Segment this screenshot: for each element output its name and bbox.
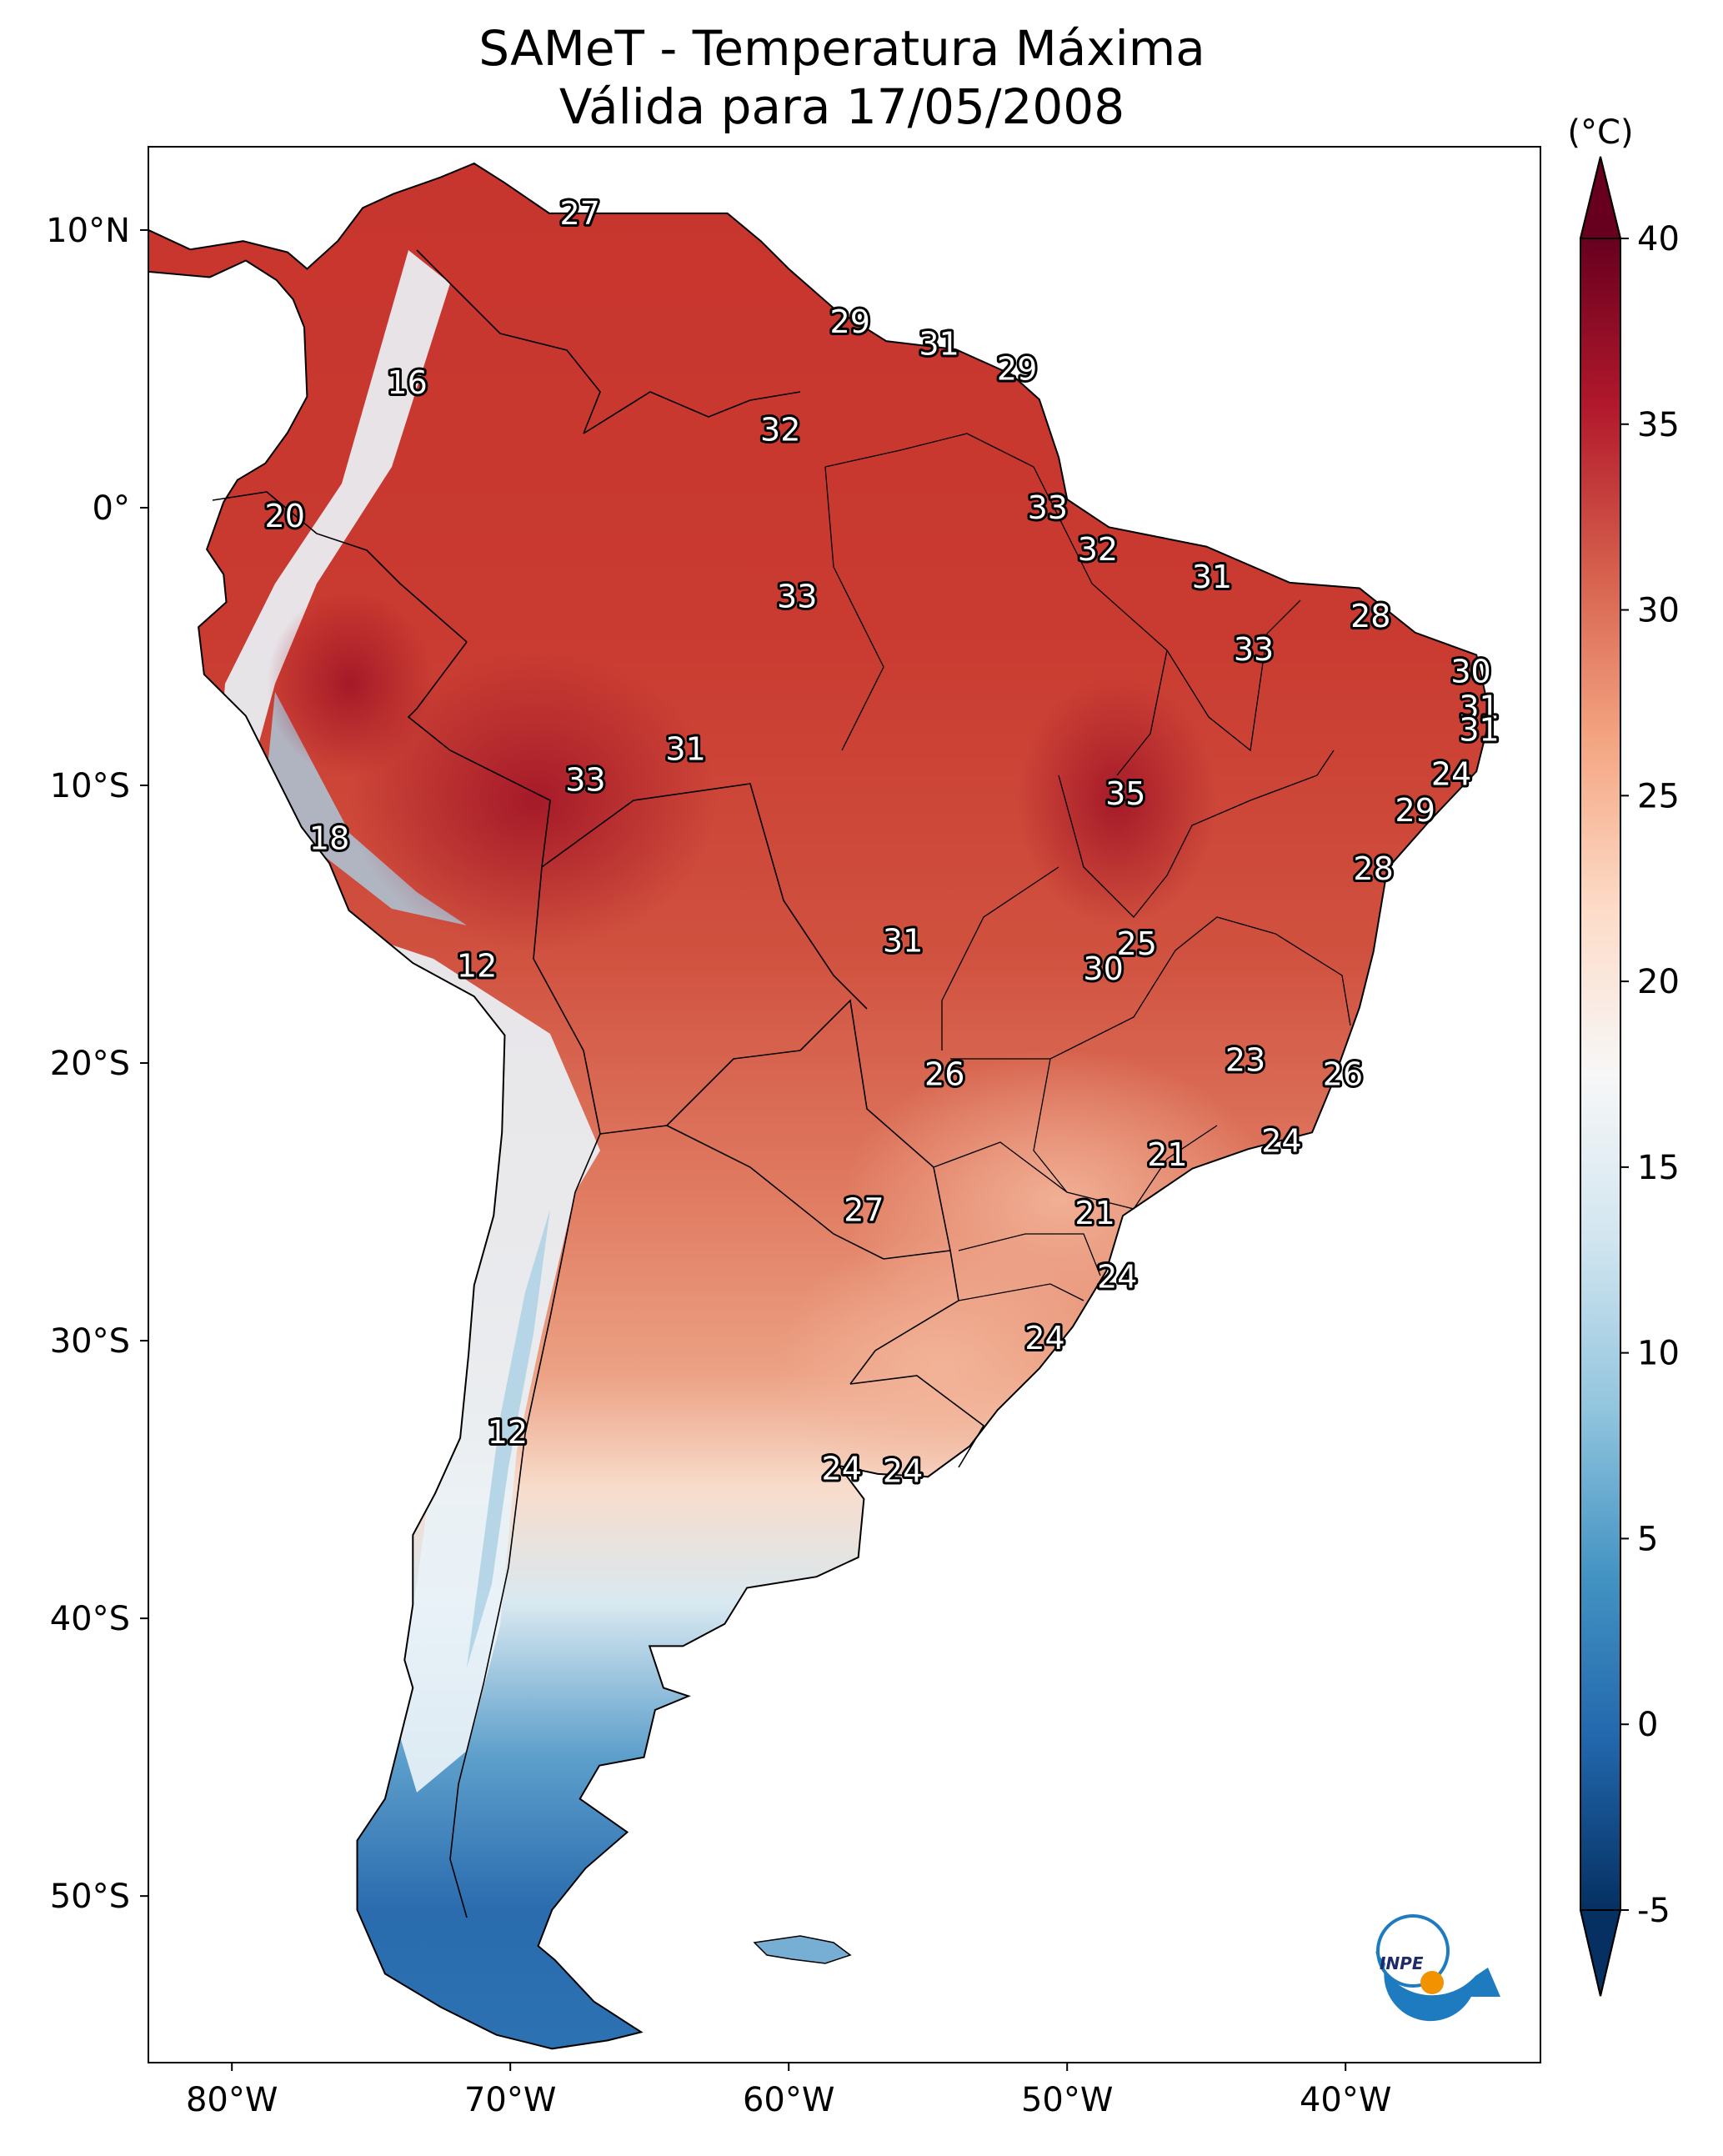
temperature-label: 26 — [1323, 1055, 1363, 1092]
border-venezuela-brazil — [583, 391, 801, 434]
western-amazon-hotspot — [267, 592, 433, 775]
lat-tick-label: 10°N — [46, 212, 130, 250]
colorbar-max-extend — [1579, 156, 1622, 239]
colorbar-body — [1580, 238, 1620, 1910]
temperature-label: 24 — [883, 1453, 923, 1490]
inpe-logo-text: INPE — [1380, 1953, 1424, 1973]
temperature-label: 30 — [1083, 950, 1123, 987]
temperature-label: 24 — [1261, 1122, 1301, 1159]
temperature-label: 21 — [1147, 1136, 1187, 1173]
colorbar-tick-label: 15 — [1637, 1149, 1680, 1187]
border-bolivia-chile — [533, 866, 601, 1135]
longitude-ticks: 80°W 70°W 60°W 50°W 40°W — [186, 2063, 1391, 2119]
temperature-label: 28 — [1353, 850, 1393, 887]
temperature-label: 33 — [777, 579, 817, 615]
inpe-logo-dot — [1420, 1971, 1444, 1994]
lat-tick-label: 30°S — [50, 1322, 130, 1361]
temperature-label: 26 — [924, 1055, 964, 1092]
map-frame — [148, 146, 1541, 2063]
colorbar-tick-label: 5 — [1637, 1520, 1658, 1558]
temperature-label: 33 — [1028, 489, 1068, 526]
lon-tick-label: 50°W — [1021, 2081, 1113, 2119]
falkland-islands — [753, 1935, 852, 1964]
border-paraguay-brazil — [799, 999, 951, 1251]
temperature-label: 25 — [1117, 925, 1157, 962]
temperature-label: 20 — [265, 498, 305, 534]
border-brazil-bolivia — [541, 783, 868, 1010]
temperature-label: 32 — [1078, 531, 1118, 568]
border-colombia-venezuela — [416, 249, 601, 434]
coastline — [148, 162, 1491, 2050]
political-borders — [212, 249, 1351, 1918]
temperature-label: 27 — [844, 1192, 884, 1229]
temperature-label: 21 — [1074, 1195, 1114, 1231]
colorbar-tick-label: 35 — [1637, 406, 1680, 444]
colorbar-tick-label: 20 — [1637, 963, 1680, 1001]
temperature-label: 31 — [1192, 559, 1232, 595]
lat-tick-label: 40°S — [50, 1600, 130, 1638]
border-colombia-peru — [212, 491, 468, 643]
colorbar-tick-label: 40 — [1637, 220, 1680, 258]
colorbar-ticks: 40 35 30 25 20 15 10 5 0 -5 — [1620, 220, 1680, 1930]
lat-tick-label: 0° — [93, 489, 130, 528]
temperature-label: 27 — [560, 195, 600, 232]
state-borders-brazil — [824, 433, 1351, 1301]
colorbar-tick-label: 25 — [1637, 777, 1680, 815]
temperature-label: 24 — [1097, 1259, 1137, 1296]
temperature-label: 28 — [1350, 598, 1390, 634]
lat-tick-label: 50°S — [50, 1878, 130, 1916]
temperature-label: 16 — [387, 364, 427, 401]
colorbar: (°C) 40 35 30 25 20 15 10 5 0 -5 — [1567, 113, 1680, 1997]
border-bolivia-paraguay — [599, 1050, 801, 1135]
temperature-label: 30 — [1450, 654, 1490, 690]
temperature-label: 24 — [1431, 756, 1471, 793]
temperature-label: 32 — [760, 412, 800, 449]
temperature-label: 31 — [1459, 711, 1499, 748]
lat-tick-label: 20°S — [50, 1045, 130, 1083]
temperature-label: 31 — [665, 731, 705, 768]
colorbar-tick-label: -5 — [1637, 1892, 1670, 1930]
border-chile-argentina — [449, 1133, 601, 1918]
colorbar-tick-label: 30 — [1637, 592, 1680, 630]
colorbar-tick-label: 10 — [1637, 1335, 1680, 1373]
amazon-hotspot — [350, 650, 717, 950]
colorbar-min-extend — [1579, 1909, 1622, 1997]
lon-tick-label: 60°W — [743, 2081, 834, 2119]
lat-tick-label: 10°S — [50, 767, 130, 805]
border-peru-brazil — [407, 641, 551, 868]
border-uruguay — [849, 1375, 985, 1468]
inpe-logo-swoosh — [1375, 1951, 1500, 2022]
lon-tick-label: 70°W — [464, 2081, 556, 2119]
temperature-label: 31 — [883, 923, 923, 960]
colorbar-unit-label: (°C) — [1567, 113, 1633, 152]
map-title-line1: SAMeT - Temperatura Máxima — [478, 20, 1205, 77]
lon-tick-label: 80°W — [186, 2081, 278, 2119]
temperature-label: 35 — [1105, 775, 1145, 812]
temperature-label: 31 — [919, 326, 959, 363]
temperature-label: 33 — [1234, 631, 1274, 668]
temperature-label: 24 — [822, 1450, 862, 1487]
tocantins-hotspot — [1017, 675, 1217, 925]
inpe-logo: INPE — [1375, 1914, 1500, 2022]
temperature-label: 31 — [1459, 689, 1499, 726]
temperature-label: 29 — [830, 303, 870, 340]
map-title-line2: Válida para 17/05/2008 — [559, 78, 1124, 135]
temperature-label: 12 — [488, 1414, 528, 1451]
temperature-label: 29 — [997, 350, 1037, 387]
latitude-ticks: 10°N 0° 10°S 20°S 30°S 40°S 50°S — [46, 212, 148, 1916]
lon-tick-label: 40°W — [1300, 2081, 1391, 2119]
temperature-label: 24 — [1024, 1320, 1064, 1356]
border-argentina-paraguay — [666, 1125, 884, 1260]
temperature-label: 18 — [309, 820, 349, 856]
temperature-label: 12 — [457, 948, 497, 985]
inpe-logo-orbit — [1376, 1914, 1450, 1988]
temperature-label: 23 — [1225, 1042, 1265, 1079]
temperature-label: 29 — [1395, 792, 1435, 829]
colorbar-tick-label: 0 — [1637, 1706, 1658, 1744]
temperature-label: 33 — [565, 761, 605, 798]
